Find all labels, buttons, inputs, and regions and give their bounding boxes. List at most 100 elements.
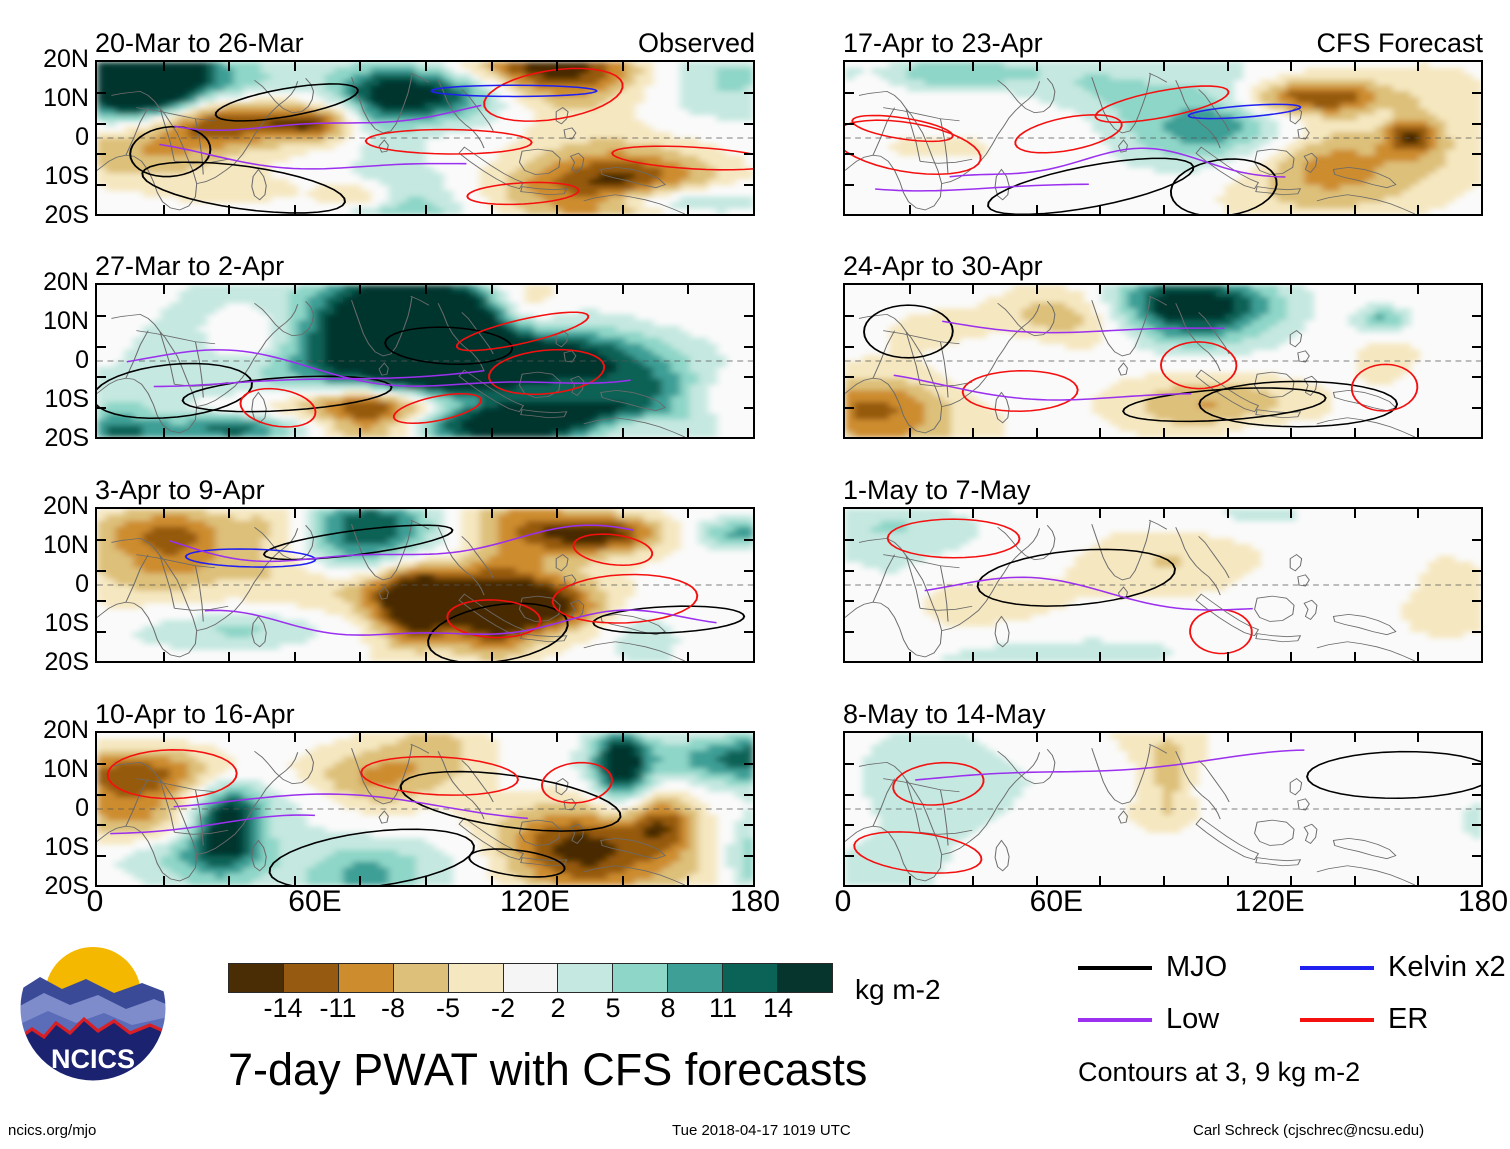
- panel-title: 10-Apr to 16-Apr: [95, 699, 295, 729]
- footer-left[interactable]: ncics.org/mjo: [8, 1122, 97, 1139]
- map-canvas-5: [845, 62, 1481, 214]
- y-tick-0: 0: [75, 794, 89, 822]
- coastlines: [97, 743, 686, 885]
- column-header-forecast: CFS Forecast: [1316, 28, 1483, 58]
- footer-center: Tue 2018-04-17 1019 UTC: [672, 1122, 851, 1139]
- wave-legend-label: MJO: [1166, 951, 1228, 983]
- colorbar-tick-3: -5: [435, 993, 461, 1023]
- map-frame[interactable]: [843, 60, 1483, 216]
- x-tick-0: 0: [834, 885, 852, 918]
- colorbar-swatch-0: [229, 964, 284, 992]
- pwat-anomaly-shading: [97, 733, 753, 885]
- pwat-anomaly-shading: [845, 285, 1420, 437]
- panel-3: 3-Apr to 9-Apr 20N 10N 0 10S 20S: [43, 475, 755, 675]
- map-canvas-4: [97, 733, 753, 885]
- y-tick-20S: 20S: [44, 201, 89, 229]
- colorbar-swatches: [228, 963, 833, 993]
- wave-contours: [845, 85, 1302, 214]
- y-tick-0: 0: [75, 570, 89, 598]
- pwat-anomaly-shading: [845, 62, 1481, 214]
- map-frame[interactable]: [95, 507, 755, 663]
- ncics-logo-text: NCICS: [51, 1044, 135, 1074]
- colorbar-swatch-7: [613, 964, 669, 992]
- colorbar-swatch-8: [668, 964, 724, 992]
- colorbar: -14 -11 -8 -5 -2 2 5 8 11 14: [228, 963, 833, 1027]
- y-tick-10S: 10S: [44, 162, 89, 190]
- pwat-anomaly-shading: [97, 285, 727, 437]
- map-canvas-3: [97, 509, 753, 661]
- panel-title: 3-Apr to 9-Apr: [95, 475, 265, 505]
- y-tick-20N: 20N: [43, 492, 89, 520]
- pwat-anomaly-shading: [845, 509, 1481, 661]
- coastlines: [845, 519, 1416, 661]
- wave-contours: [106, 749, 622, 885]
- x-tick-60E: 60E: [288, 885, 342, 918]
- contour-note: Contours at 3, 9 kg m-2: [1078, 1057, 1361, 1087]
- panel-title: 20-Mar to 26-Mar: [95, 28, 304, 58]
- map-frame[interactable]: [843, 507, 1483, 663]
- colorbar-swatch-1: [283, 964, 339, 992]
- wave-contours: [129, 67, 753, 214]
- wave-legend-item-kelvin-x2[interactable]: Kelvin x2: [1300, 952, 1506, 983]
- y-tick-10S: 10S: [44, 833, 89, 861]
- colorbar-tick-4: -2: [490, 993, 516, 1023]
- y-tick-20N: 20N: [43, 716, 89, 744]
- ncics-logo: NCICS: [18, 933, 168, 1083]
- wave-contours: [886, 518, 1253, 655]
- y-tick-10S: 10S: [44, 609, 89, 637]
- panel-8: 8-May to 14-May: [843, 699, 1483, 889]
- colorbar-tick-2: -8: [380, 993, 406, 1023]
- y-tick-0: 0: [75, 123, 89, 151]
- coastlines: [845, 743, 1416, 885]
- y-tick-20S: 20S: [44, 648, 89, 676]
- panel-4: 10-Apr to 16-Apr 20N 10N 0 10S 20S: [43, 699, 755, 899]
- colorbar-tick-7: 8: [660, 993, 676, 1023]
- panel-title: 1-May to 7-May: [843, 475, 1031, 505]
- colorbar-tick-5: 2: [550, 993, 566, 1023]
- panel-title: 17-Apr to 23-Apr: [843, 28, 1043, 58]
- main-title: 7-day PWAT with CFS forecasts: [228, 1044, 868, 1095]
- colorbar-swatch-2: [338, 964, 394, 992]
- colorbar-unit-label: kg m-2: [855, 974, 941, 1005]
- wave-contours: [168, 524, 746, 661]
- x-tick-180: 180: [1457, 885, 1509, 918]
- colorbar-tick-labels: -14 -11 -8 -5 -2 2 5 8 11 14: [228, 993, 833, 1027]
- x-tick-0: 0: [86, 885, 104, 918]
- map-canvas-8: [845, 733, 1481, 885]
- y-tick-20S: 20S: [44, 424, 89, 452]
- map-frame[interactable]: [843, 283, 1483, 439]
- map-frame[interactable]: [843, 731, 1483, 887]
- wave-legend-swatch: [1078, 965, 1152, 970]
- colorbar-swatch-5: [503, 964, 559, 992]
- wave-legend-item-mjo[interactable]: MJO: [1078, 952, 1227, 983]
- coastlines: [845, 295, 1416, 437]
- colorbar-tick-1: -11: [319, 993, 357, 1023]
- map-frame[interactable]: [95, 283, 755, 439]
- y-tick-0: 0: [75, 346, 89, 374]
- x-tick-60E: 60E: [1029, 885, 1084, 918]
- wave-legend-swatch: [1300, 1017, 1374, 1022]
- wave-contours: [853, 749, 1481, 874]
- colorbar-swatch-10: [778, 964, 832, 992]
- panel-title: 24-Apr to 30-Apr: [843, 251, 1043, 281]
- wave-legend-label: Kelvin x2: [1388, 951, 1506, 983]
- panel-1: 20-Mar to 26-Mar Observed 20N 10N 0 10S 20S: [43, 28, 755, 228]
- colorbar-swatch-9: [723, 964, 779, 992]
- y-tick-10S: 10S: [44, 385, 89, 413]
- map-frame[interactable]: [95, 731, 755, 887]
- y-tick-10N: 10N: [43, 307, 89, 335]
- y-tick-10N: 10N: [43, 531, 89, 559]
- pwat-anomaly-shading: [845, 733, 1481, 885]
- wave-legend: MJO Kelvin x2 Low ER: [1078, 952, 1506, 1035]
- wave-legend-item-er[interactable]: ER: [1300, 1004, 1428, 1035]
- wave-contours: [97, 311, 631, 428]
- map-frame[interactable]: [95, 60, 755, 216]
- y-tick-20N: 20N: [43, 268, 89, 296]
- wave-legend-item-low[interactable]: Low: [1078, 1004, 1219, 1035]
- map-canvas-7: [845, 509, 1481, 661]
- colorbar-tick-9: 14: [762, 993, 794, 1023]
- x-tick-120E: 120E: [499, 885, 571, 918]
- panel-6: 24-Apr to 30-Apr: [843, 251, 1483, 441]
- colorbar-swatch-3: [393, 964, 449, 992]
- panel-title: 8-May to 14-May: [843, 699, 1046, 729]
